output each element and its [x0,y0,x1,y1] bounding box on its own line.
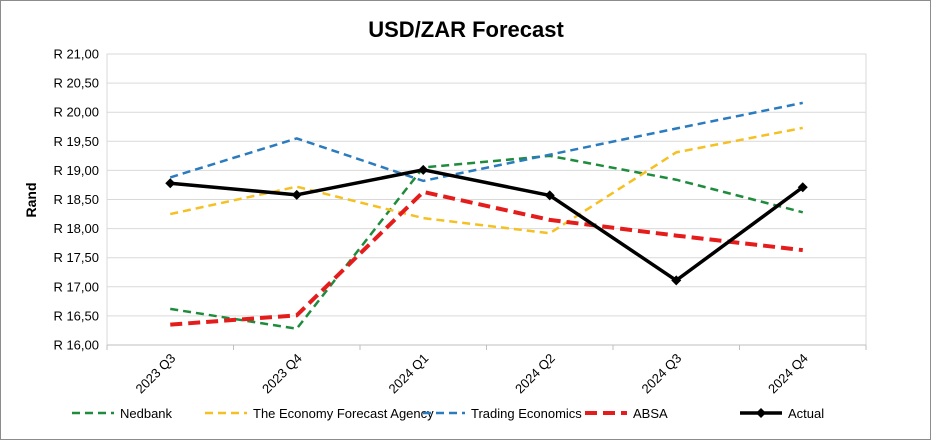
data-point [671,275,682,286]
legend: Nedbank The Economy Forecast Agency Tradin… [72,406,824,421]
y-tick-label: R 20,00 [53,105,99,120]
y-tick-label: R 17,50 [53,250,99,265]
data-point [291,189,302,200]
data-point [797,182,808,193]
y-tick-label: R 18,50 [53,192,99,207]
y-tick-label: R 16,50 [53,308,99,323]
y-tick-label: R 20,50 [53,76,99,91]
y-tick-label: R 17,00 [53,279,99,294]
series-line-trading-economics [169,101,803,183]
y-tick-label: R 18,00 [53,221,99,236]
data-point [418,164,429,175]
y-tick-label: R 19,00 [53,163,99,178]
legend-marker [756,408,766,418]
series-line-the-economy-forecast-agency [169,126,803,235]
y-tick-label: R 21,00 [53,47,99,62]
legend-label: Trading Economics [471,406,582,421]
x-tick-label: 2024 Q4 [765,351,811,397]
y-axis-label: Rand [23,183,39,218]
data-point [544,190,555,201]
x-tick-label: 2024 Q1 [385,351,431,397]
x-tick-label: 2023 Q3 [132,351,178,397]
y-tick-label: R 19,50 [53,134,99,149]
x-tick-label: 2024 Q3 [638,351,684,397]
data-point [165,178,176,189]
series-line-actual [170,168,804,283]
series-line-nedbank [170,154,804,330]
legend-label: The Economy Forecast Agency [253,406,434,421]
plot-area: R 16,00 R 16,50 R 17,00 R 17,50 R 18,00 R 18,… [53,47,867,397]
x-tick-label: 2024 Q2 [512,351,558,397]
series-line-absa [170,189,803,327]
legend-label: ABSA [633,406,668,421]
x-tick-label: 2023 Q4 [259,351,305,397]
legend-label: Nedbank [120,406,173,421]
chart-title: USD/ZAR Forecast [368,17,564,42]
legend-label: Actual [788,406,824,421]
y-tick-label: R 16,00 [53,338,99,353]
